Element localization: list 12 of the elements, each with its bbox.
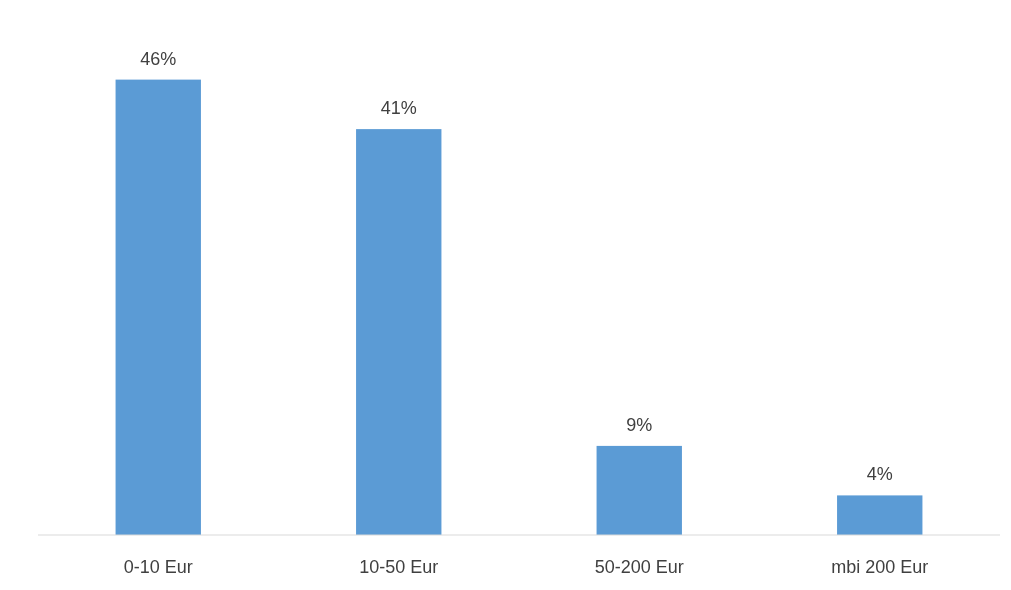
bar (837, 495, 923, 535)
x-tick-label: 0-10 Eur (123, 557, 193, 577)
bar (356, 129, 442, 535)
x-tick-label: 50-200 Eur (594, 557, 684, 577)
data-label: 9% (626, 414, 653, 435)
x-tick-label: mbi 200 Eur (831, 557, 929, 577)
data-label: 41% (380, 98, 417, 119)
data-label: 4% (866, 464, 893, 485)
bar (596, 445, 682, 535)
x-tick-label: 10-50 Eur (359, 557, 439, 577)
data-label: 46% (140, 48, 177, 69)
bar (115, 79, 201, 535)
